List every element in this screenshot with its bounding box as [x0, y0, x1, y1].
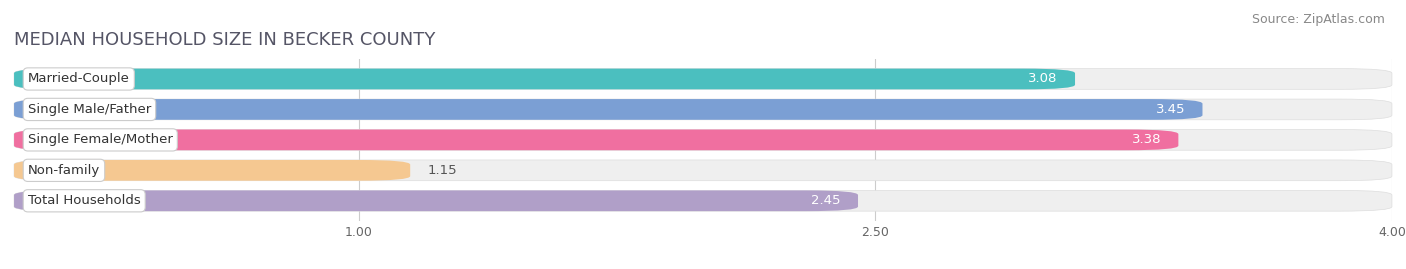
Text: Married-Couple: Married-Couple	[28, 72, 129, 86]
Text: 3.08: 3.08	[1028, 72, 1057, 86]
Text: Source: ZipAtlas.com: Source: ZipAtlas.com	[1251, 13, 1385, 26]
FancyBboxPatch shape	[14, 160, 411, 181]
Text: Non-family: Non-family	[28, 164, 100, 177]
FancyBboxPatch shape	[14, 190, 1392, 211]
FancyBboxPatch shape	[14, 69, 1076, 89]
FancyBboxPatch shape	[14, 130, 1178, 150]
Text: 3.45: 3.45	[1156, 103, 1185, 116]
FancyBboxPatch shape	[14, 99, 1392, 120]
FancyBboxPatch shape	[14, 130, 1392, 150]
FancyBboxPatch shape	[14, 69, 1392, 89]
Text: MEDIAN HOUSEHOLD SIZE IN BECKER COUNTY: MEDIAN HOUSEHOLD SIZE IN BECKER COUNTY	[14, 31, 436, 49]
Text: 2.45: 2.45	[811, 194, 841, 207]
FancyBboxPatch shape	[14, 99, 1202, 120]
Text: 3.38: 3.38	[1132, 133, 1161, 146]
Text: Total Households: Total Households	[28, 194, 141, 207]
Text: Single Male/Father: Single Male/Father	[28, 103, 150, 116]
FancyBboxPatch shape	[14, 160, 1392, 181]
Text: Single Female/Mother: Single Female/Mother	[28, 133, 173, 146]
FancyBboxPatch shape	[14, 190, 858, 211]
Text: 1.15: 1.15	[427, 164, 457, 177]
